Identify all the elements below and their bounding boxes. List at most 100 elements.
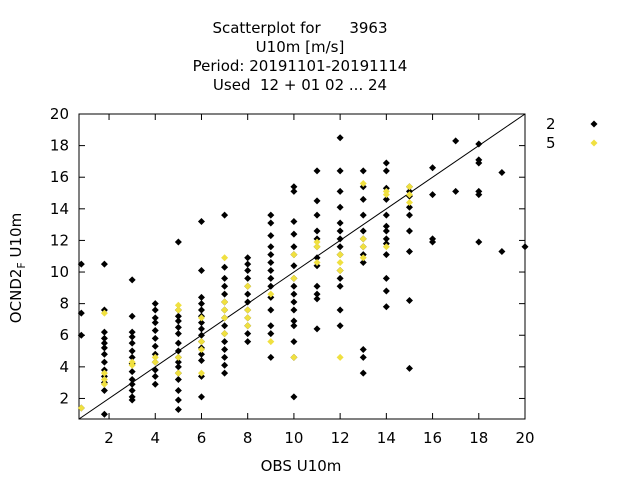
point-series-5 xyxy=(359,180,367,188)
point-series-2 xyxy=(336,203,344,211)
point-series-2 xyxy=(174,347,182,355)
point-series-2 xyxy=(100,350,108,358)
point-series-2 xyxy=(151,319,159,327)
point-series-5 xyxy=(197,369,205,377)
point-series-2 xyxy=(244,266,252,274)
legend-label-2: 2 xyxy=(546,115,556,133)
point-series-5 xyxy=(174,369,182,377)
point-series-5 xyxy=(336,251,344,259)
point-series-2 xyxy=(197,393,205,401)
point-series-2 xyxy=(100,260,108,268)
point-series-2 xyxy=(267,322,275,330)
point-series-5 xyxy=(244,322,252,330)
axis-ticks xyxy=(79,113,526,419)
y-axis-label-text: OCND2F U10m xyxy=(7,213,28,323)
point-series-5 xyxy=(290,251,298,259)
point-series-2 xyxy=(313,197,321,205)
y-tick-label: 4 xyxy=(59,358,69,376)
point-series-2 xyxy=(405,296,413,304)
plot-frame xyxy=(78,113,526,420)
point-series-2 xyxy=(313,254,321,262)
legend: 2 5 xyxy=(546,115,598,152)
point-series-2 xyxy=(405,364,413,372)
point-series-5 xyxy=(313,243,321,251)
point-series-5 xyxy=(244,282,252,290)
point-series-5 xyxy=(221,254,229,262)
point-series-2 xyxy=(382,222,390,230)
point-series-2 xyxy=(151,306,159,314)
x-tick-label: 6 xyxy=(197,429,207,447)
point-series-2 xyxy=(197,266,205,274)
point-series-2 xyxy=(405,211,413,219)
point-series-2 xyxy=(244,274,252,282)
chart-title: Scatterplot for 3963 U10m [m/s] Period: … xyxy=(193,19,408,94)
point-series-5 xyxy=(290,274,298,282)
point-series-2 xyxy=(290,230,298,238)
point-series-2 xyxy=(267,282,275,290)
point-series-5 xyxy=(244,306,252,314)
point-series-5 xyxy=(100,369,108,377)
point-series-2 xyxy=(290,262,298,270)
point-series-2 xyxy=(151,327,159,335)
point-series-2 xyxy=(197,331,205,339)
point-series-2 xyxy=(221,274,229,282)
point-series-2 xyxy=(498,168,506,176)
point-series-2 xyxy=(244,298,252,306)
point-series-2 xyxy=(452,187,460,195)
point-series-2 xyxy=(382,274,390,282)
title-line-3: Period: 20191101-20191114 xyxy=(193,57,408,75)
point-series-2 xyxy=(174,312,182,320)
point-series-5 xyxy=(382,243,390,251)
point-series-2 xyxy=(100,387,108,395)
point-series-5 xyxy=(221,306,229,314)
point-series-5 xyxy=(174,306,182,314)
point-series-2 xyxy=(313,282,321,290)
point-series-5 xyxy=(336,266,344,274)
point-series-2 xyxy=(174,363,182,371)
point-series-5 xyxy=(100,309,108,317)
point-series-2 xyxy=(336,167,344,175)
point-series-2 xyxy=(336,282,344,290)
point-series-2 xyxy=(100,334,108,342)
point-series-2 xyxy=(174,358,182,366)
point-series-2 xyxy=(174,396,182,404)
point-series-2 xyxy=(359,227,367,235)
point-series-2 xyxy=(151,380,159,388)
point-series-2 xyxy=(77,331,85,339)
point-series-5 xyxy=(336,353,344,361)
point-series-2 xyxy=(475,191,483,199)
x-tick-label: 10 xyxy=(284,429,303,447)
point-series-2 xyxy=(290,306,298,314)
point-series-2 xyxy=(267,232,275,240)
point-series-2 xyxy=(336,322,344,330)
point-series-2 xyxy=(382,227,390,235)
point-series-2 xyxy=(290,298,298,306)
point-series-5 xyxy=(174,353,182,361)
point-series-2 xyxy=(128,333,136,341)
point-series-2 xyxy=(197,306,205,314)
point-series-2 xyxy=(100,328,108,336)
point-series-2 xyxy=(405,247,413,255)
point-series-5 xyxy=(290,353,298,361)
point-series-2 xyxy=(359,259,367,267)
point-series-2 xyxy=(452,137,460,145)
point-series-5 xyxy=(382,191,390,199)
y-tick-label: 18 xyxy=(50,137,69,155)
point-series-2 xyxy=(382,251,390,259)
point-series-5 xyxy=(221,314,229,322)
point-series-2 xyxy=(521,243,529,251)
point-series-2 xyxy=(405,227,413,235)
point-series-2 xyxy=(336,219,344,227)
legend-marker-2 xyxy=(590,120,598,128)
y-tick-label: 12 xyxy=(50,231,69,249)
x-tick-label: 20 xyxy=(515,429,534,447)
point-series-2 xyxy=(221,211,229,219)
point-series-2 xyxy=(382,287,390,295)
point-series-2 xyxy=(313,325,321,333)
point-series-5 xyxy=(359,235,367,243)
point-series-2 xyxy=(174,238,182,246)
point-series-2 xyxy=(359,369,367,377)
point-series-2 xyxy=(267,330,275,338)
point-series-2 xyxy=(290,187,298,195)
